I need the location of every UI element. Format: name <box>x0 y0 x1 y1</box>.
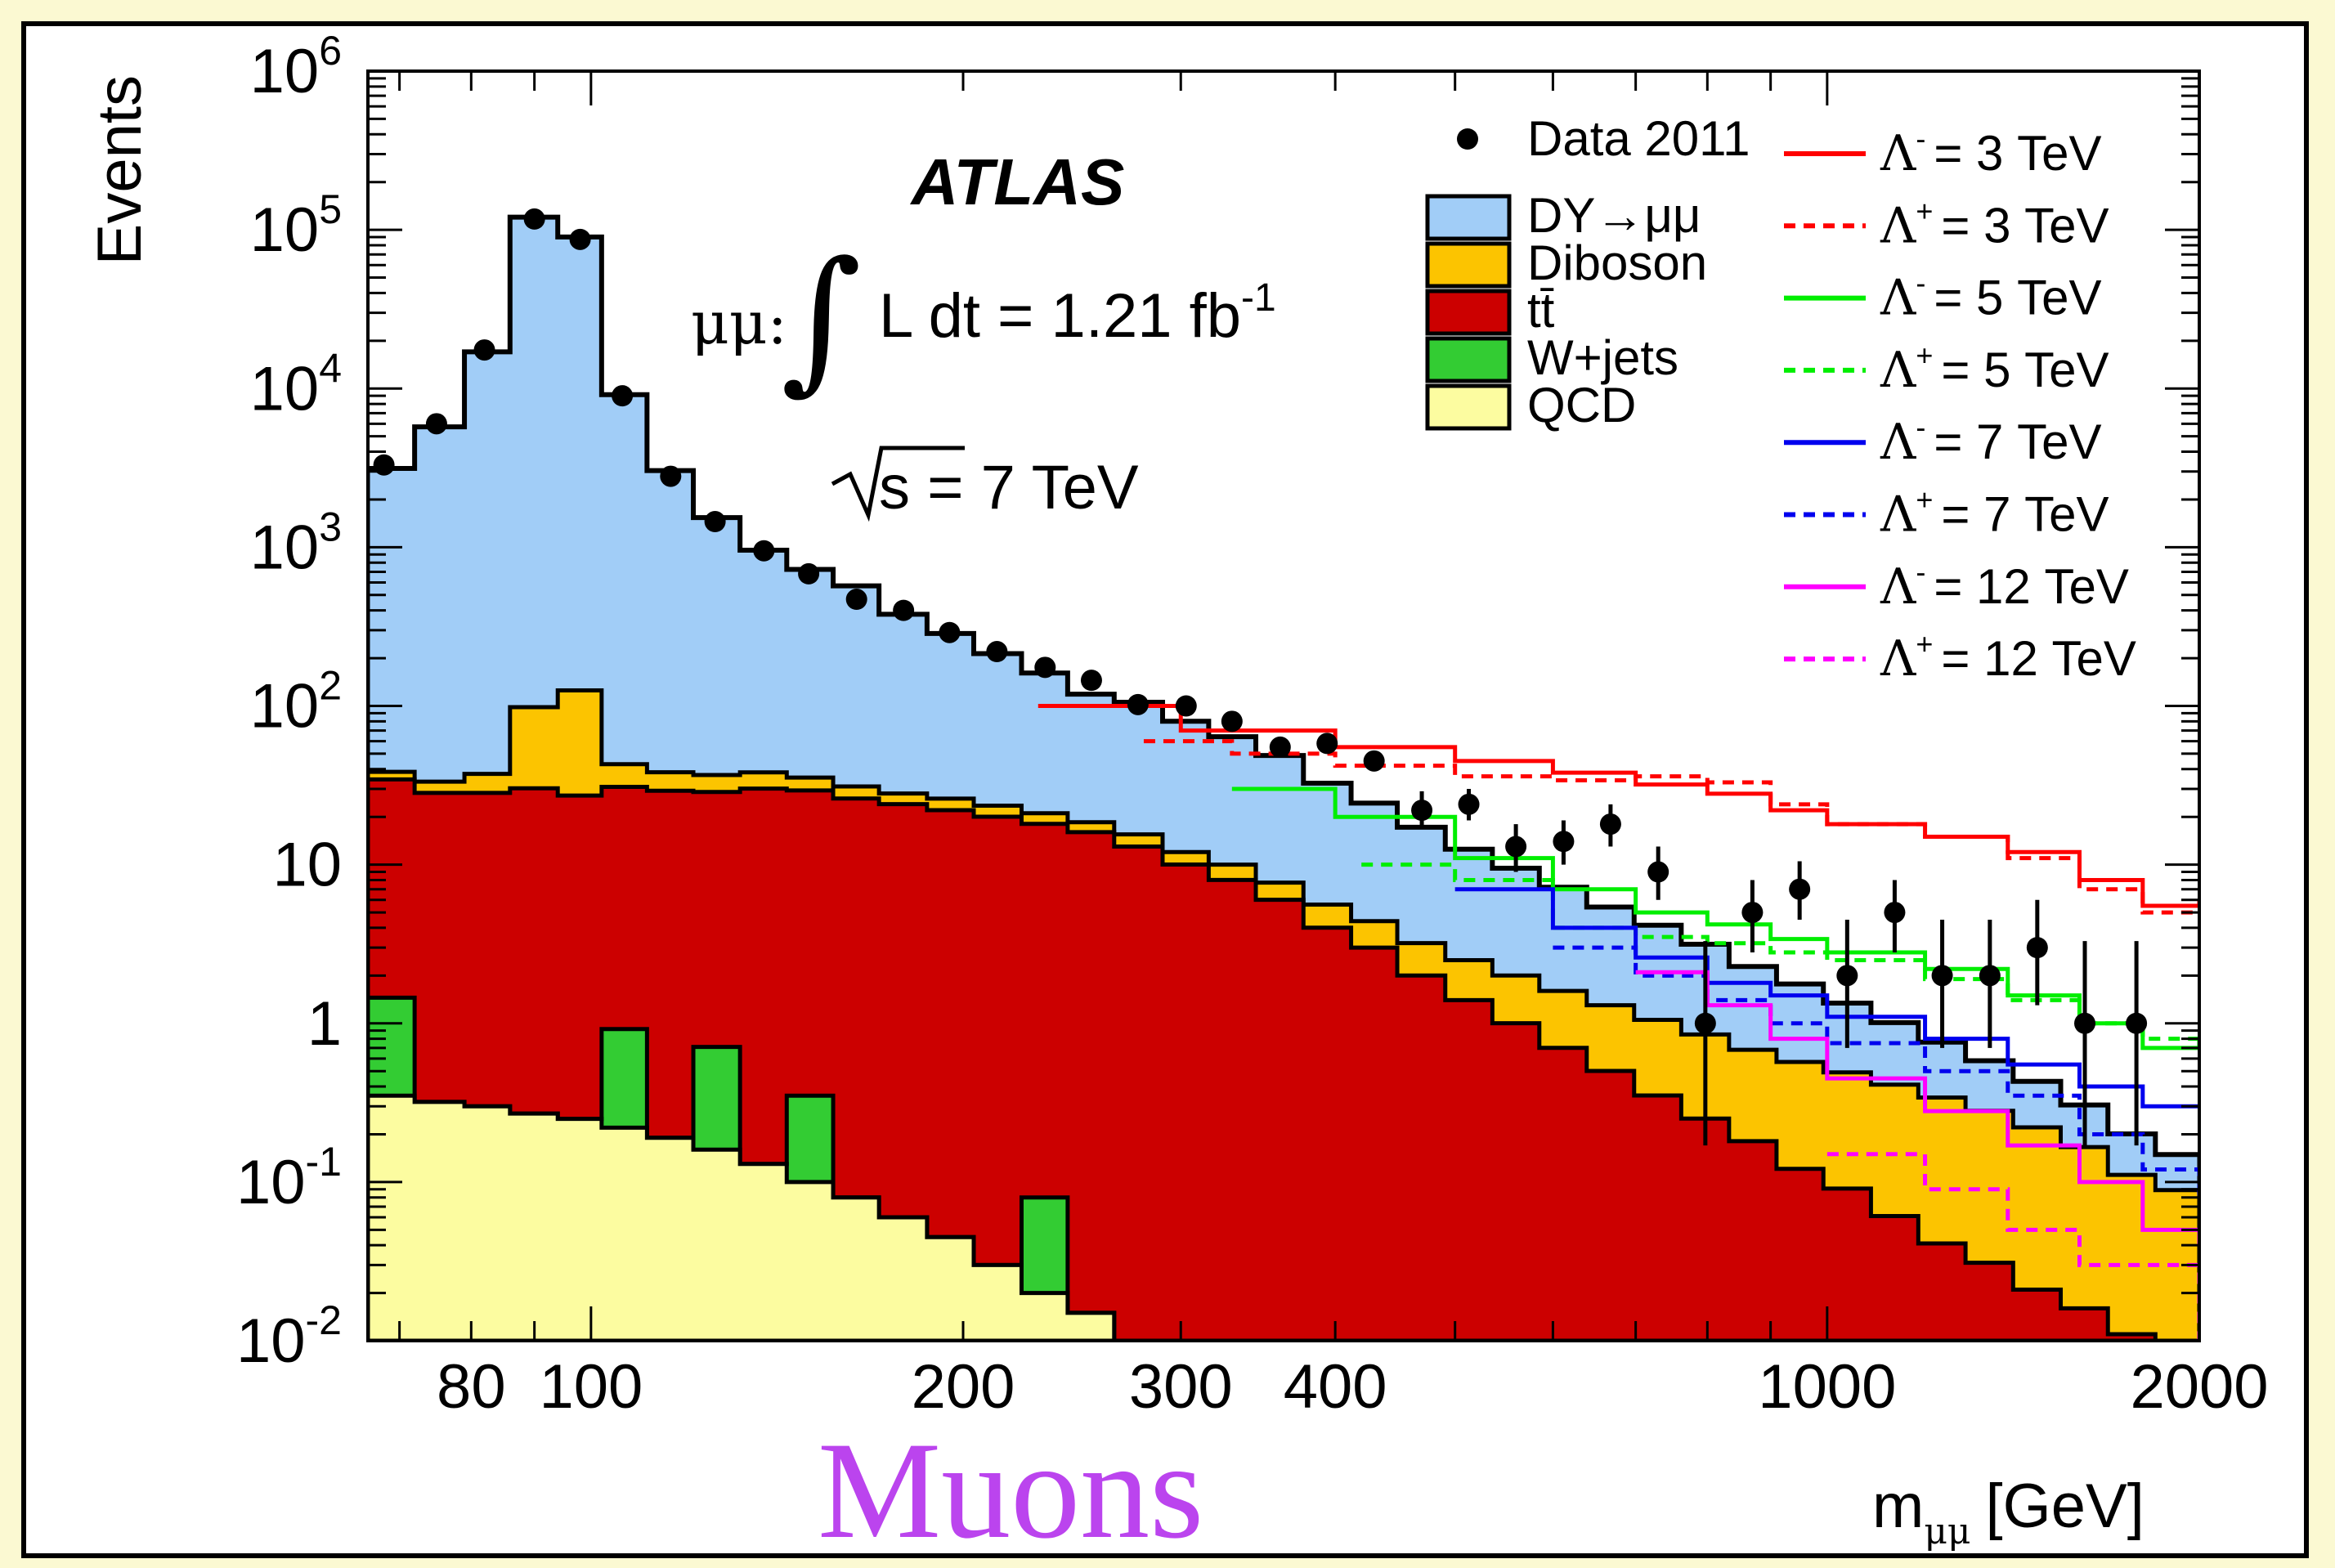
data-point <box>1836 965 1858 987</box>
axis-ticks <box>368 69 2201 1342</box>
data-point <box>1647 861 1669 883</box>
data-point <box>373 454 395 476</box>
x-tick-label: 1000 <box>1758 1352 1896 1422</box>
legend-label-w-jets: W+jets <box>1527 330 1678 385</box>
data-point <box>1411 800 1433 822</box>
energy-label: s = 7 TeV <box>879 453 1139 522</box>
x-axis-title-sub: μμ <box>1924 1511 1970 1552</box>
data-point <box>1505 836 1527 858</box>
legend-swatch-dy <box>1425 194 1512 241</box>
y-tick-label: 10-2 <box>236 1297 342 1376</box>
y-tick-label: 10-1 <box>236 1139 342 1217</box>
legend-swatch-diboson <box>1425 241 1512 289</box>
legend-signal-label-6: Λ+ = 7 TeV <box>1880 483 2109 544</box>
x-tick-label: 200 <box>912 1352 1015 1422</box>
data-point <box>1979 965 2001 987</box>
signal-curve-7 <box>1635 970 2199 1246</box>
data-point <box>569 228 591 250</box>
data-point <box>753 540 775 562</box>
legend-data-marker <box>1457 128 1478 150</box>
y-axis-title: Events <box>85 75 155 265</box>
data-point <box>845 589 867 611</box>
data-point <box>1741 902 1764 924</box>
legend-signal-label-5: Λ- = 7 TeV <box>1880 410 2101 471</box>
y-tick-label: 106 <box>250 28 342 106</box>
x-axis-title-var: m <box>1872 1472 1924 1541</box>
data-point <box>1363 750 1385 772</box>
data-point <box>1080 670 1102 692</box>
signal-curve-2 <box>1143 739 2199 915</box>
data-point <box>1931 965 1953 987</box>
legend-data-label: Data 2011 <box>1527 111 1750 166</box>
legend-swatch-tt <box>1425 289 1512 336</box>
x-tick-label: 300 <box>1129 1352 1233 1422</box>
y-tick-label: 1 <box>307 989 342 1059</box>
legend-label-qcd: QCD <box>1527 378 1636 432</box>
y-tick-label: 105 <box>250 186 342 265</box>
x-axis-title: mμμ [GeV] <box>1872 1472 2145 1552</box>
data-point <box>1127 693 1149 715</box>
legend-signal-label-2: Λ+ = 3 TeV <box>1880 194 2109 254</box>
legend-signal-label-4: Λ+ = 5 TeV <box>1880 338 2109 399</box>
x-tick-label: 100 <box>539 1352 643 1422</box>
panel-label: Muons <box>818 1413 1203 1567</box>
stack-qcd <box>368 1093 2199 1341</box>
legend-label-tt: tt̄ <box>1527 283 1555 338</box>
legend-label-diboson: Diboson <box>1527 235 1707 290</box>
x-tick-label: 400 <box>1284 1352 1387 1422</box>
legend-swatch-qcd <box>1425 383 1512 431</box>
data-point <box>1789 878 1811 900</box>
legend-swatch-w-jets <box>1425 336 1512 383</box>
x-axis-title-unit: [GeV] <box>1986 1472 2145 1541</box>
data-point <box>1221 710 1243 732</box>
data-point <box>798 562 820 585</box>
luminosity-exponent: -1 <box>1241 276 1276 320</box>
data-point <box>1553 831 1575 853</box>
data-point <box>986 641 1008 663</box>
experiment-label: ATLAS <box>910 146 1125 218</box>
data-point <box>1599 813 1621 836</box>
y-tick-label: 10 <box>272 831 342 900</box>
y-tick-label: 102 <box>250 663 342 741</box>
data-point <box>612 385 634 407</box>
data-point <box>1458 793 1480 815</box>
legend-signal-label-8: Λ+ = 12 TeV <box>1880 627 2136 688</box>
data-point <box>660 465 682 487</box>
signal-curve-8 <box>1826 1152 2199 1341</box>
signal-curve-5 <box>1454 887 2199 1109</box>
data-point <box>1316 732 1338 755</box>
y-tick-label: 104 <box>250 345 342 423</box>
legend-label-dy: DY→μμ <box>1527 188 1701 243</box>
data-point <box>893 599 915 621</box>
legend-signal-label-7: Λ- = 12 TeV <box>1880 555 2129 616</box>
data-point <box>704 511 726 533</box>
legend-signal-label-1: Λ- = 3 TeV <box>1880 122 2101 182</box>
x-tick-label: 2000 <box>2130 1352 2268 1422</box>
channel-label: μμ: <box>691 289 787 357</box>
luminosity-label: L dt = 1.21 fb-1 <box>879 276 1276 351</box>
legend-signal-label-3: Λ- = 5 TeV <box>1880 267 2101 327</box>
y-tick-label: 103 <box>250 504 342 582</box>
data-point <box>473 339 495 361</box>
data-point <box>425 413 447 435</box>
sqrt-sign <box>831 446 965 522</box>
data-point <box>1694 1012 1716 1034</box>
data-point <box>2126 1012 2148 1034</box>
integral-symbol: ∫ <box>781 228 862 409</box>
data-point <box>1034 656 1056 679</box>
data-point <box>1884 902 1906 924</box>
luminosity-text: L dt = 1.21 fb <box>879 281 1241 351</box>
data-point <box>2074 1012 2096 1034</box>
x-tick-label: 80 <box>437 1352 506 1422</box>
data-point <box>939 621 961 643</box>
data-point <box>1269 736 1291 758</box>
data-point <box>1175 695 1197 717</box>
data-point <box>523 208 545 230</box>
data-point <box>2026 937 2048 959</box>
